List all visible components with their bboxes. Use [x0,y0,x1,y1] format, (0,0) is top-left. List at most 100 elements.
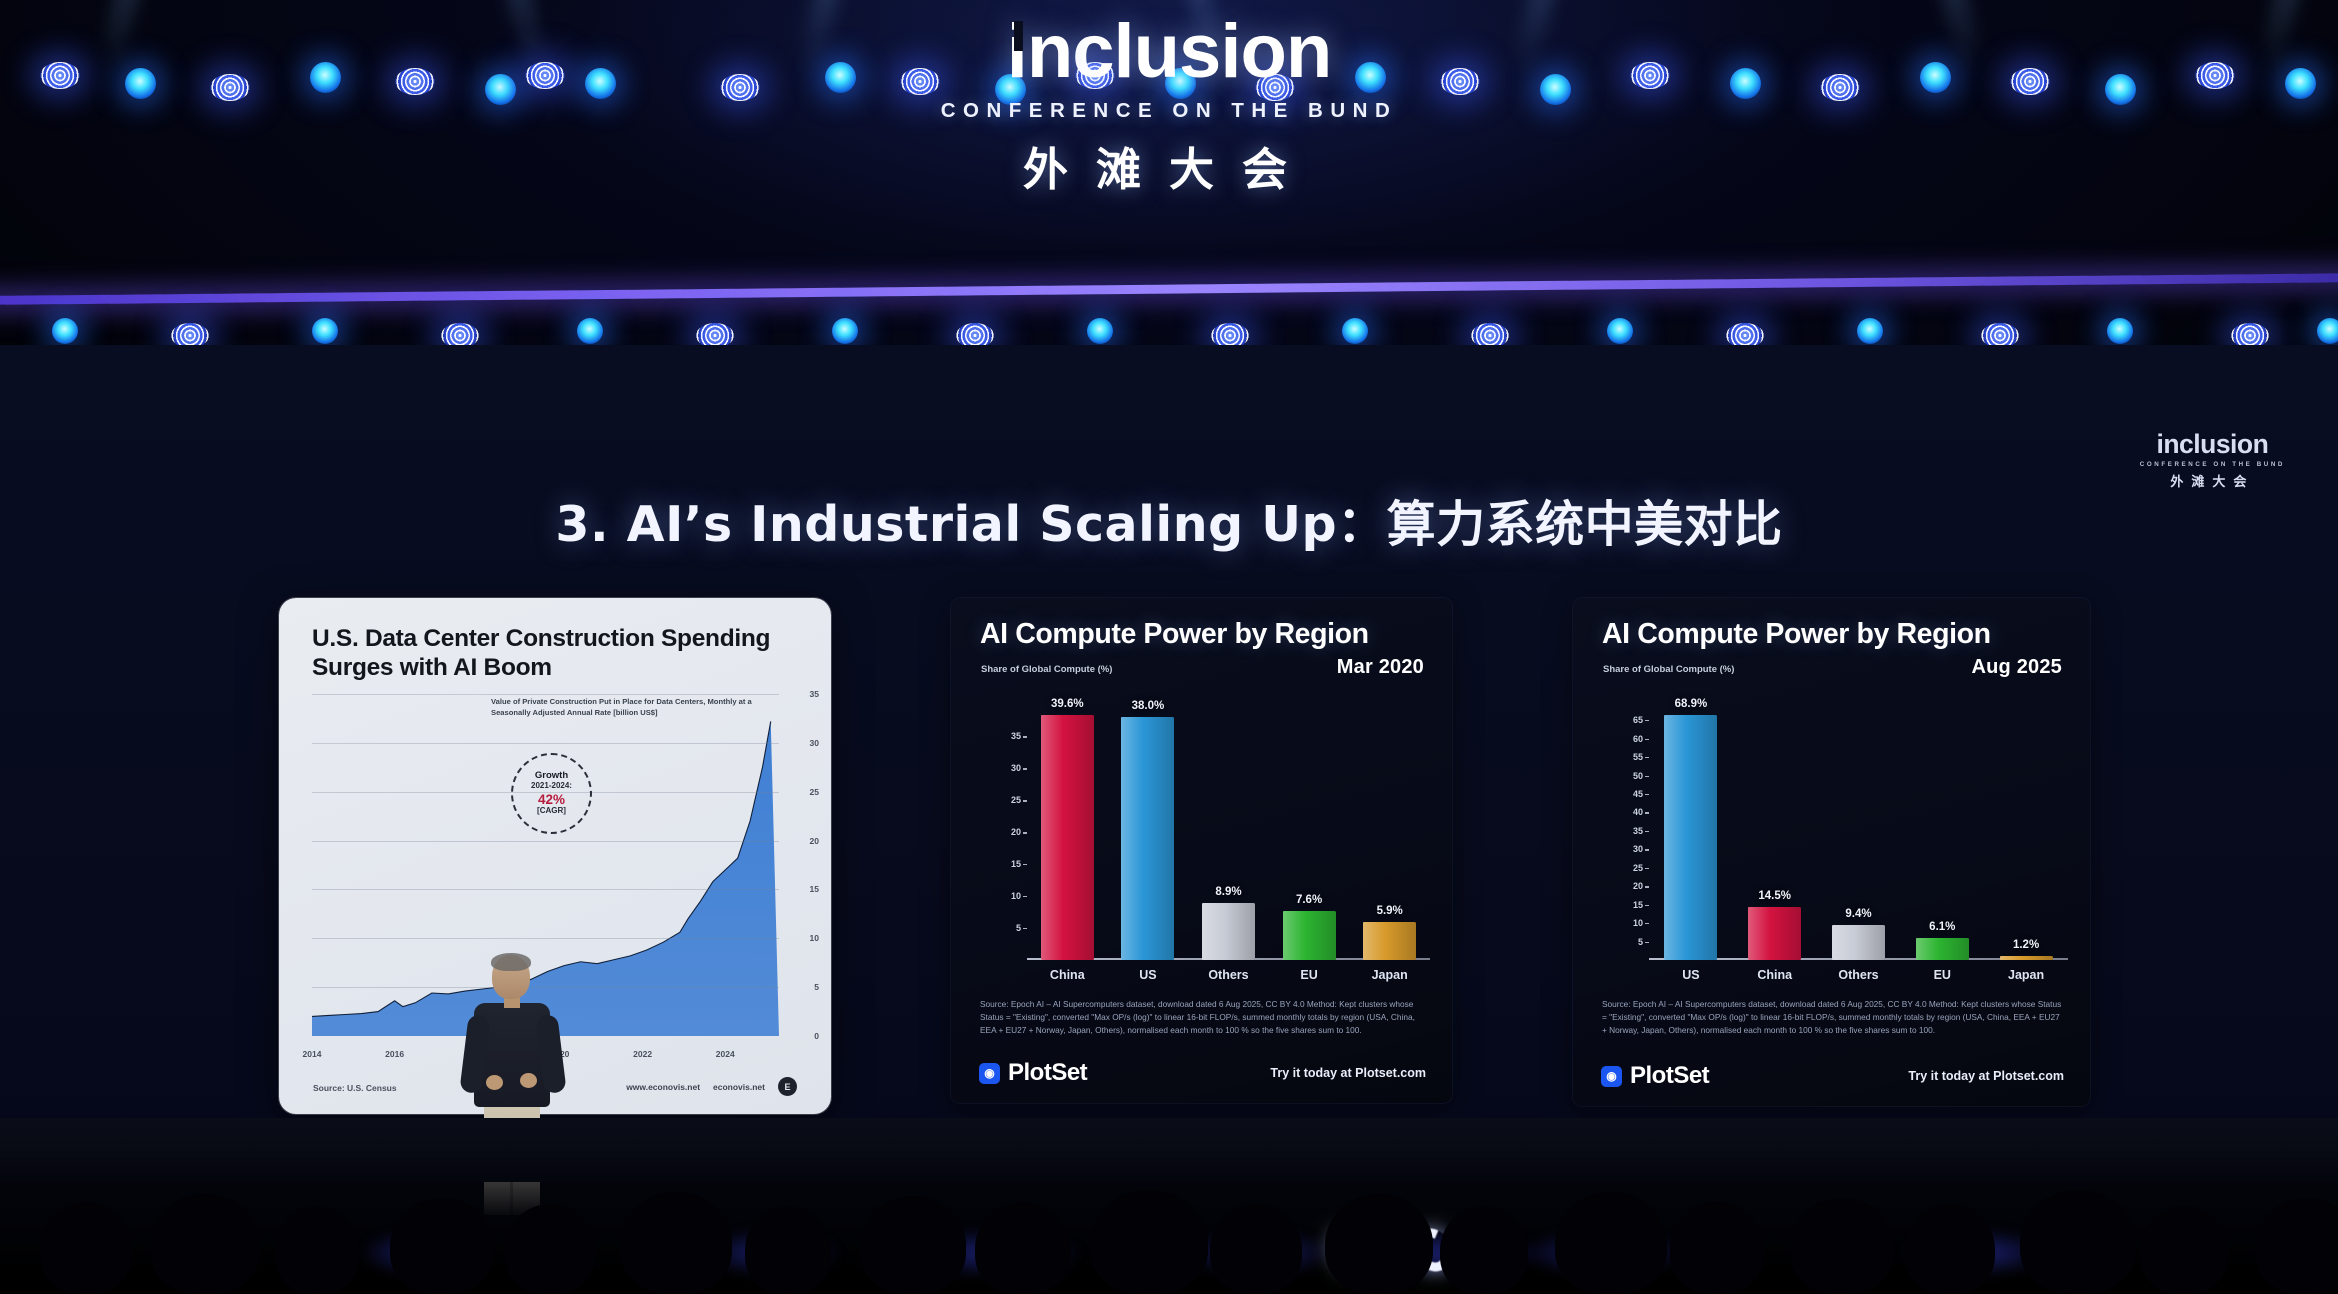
x-axis-label: EU [1933,968,1951,982]
stage-light [2195,62,2235,89]
audience-head [1210,1204,1302,1294]
bar-item: 1.2% [1984,698,2068,961]
x-axis-tick: 2014 [302,1049,322,1059]
y-axis-tick: 5 [814,982,819,993]
y-axis-tick: 35 [1632,825,1650,836]
stage-light [720,74,760,101]
stage-light [441,323,479,348]
corner-logo-subtitle: CONFERENCE ON THE BUND [2139,460,2285,468]
audience-head [505,1204,595,1294]
stage-light [1342,318,1368,344]
stage-light [1354,62,1386,93]
y-axis-tick: 45 [1632,788,1650,799]
bar-item: 7.6% [1269,698,1350,960]
slide-corner-logo: inclusion CONFERENCE ON THE BUND 外滩大会 [2140,431,2285,490]
audience-head [2255,1198,2338,1294]
stage-light [1539,74,1571,105]
speaker-hair [491,953,531,971]
bar [1121,717,1175,960]
plotset-mark-icon: ◉ [1601,1065,1622,1087]
y-axis-tick: 0 [814,1031,819,1041]
bar [1282,911,1336,960]
chart-brand-row: ◉ PlotSet Try it today at Plotset.com [979,1059,1426,1087]
bar-item: 38.0% [1108,698,1189,960]
bar-group: 68.9% 14.5% 9.4% 6.1% 1.2% [1649,698,2068,961]
credit-brand: econovis.net [713,1081,765,1092]
slide-title: 3. AI’s Industrial Scaling Up：算力系统中美对比 [555,496,1783,553]
presentation-screen: inclusion CONFERENCE ON THE BUND 外滩大会 3.… [0,345,2338,1180]
stage-light [2284,68,2316,99]
conference-logo: inclusion CONFERENCE ON THE BUND 外滩大会 [0,14,2338,198]
x-axis-label: US [1682,968,1700,982]
bar [1915,937,1969,960]
chart-panel-mar-2020: AI Compute Power by Region Share of Glob… [951,598,1452,1103]
stage-light [1726,323,1764,348]
stage-light [1919,62,1951,93]
gridline [312,987,779,989]
bar-value-label: 39.6% [1050,698,1084,710]
bar-value-label: 9.4% [1845,908,1872,921]
stage-light [2107,318,2133,344]
y-axis-tick: 15 [809,884,819,895]
y-axis-tick: 20 [1632,881,1650,892]
x-axis-tick: 2022 [633,1049,653,1059]
credit-badge-icon: E [778,1077,797,1096]
bar [1664,715,1718,960]
stage-light [1471,323,1509,348]
stage-light [210,74,250,101]
chart-period-badge: Mar 2020 [1336,656,1424,678]
bar-group: 39.6% 38.0% 8.9% 7.6% 5.9% [1027,698,1430,960]
slide-charts-row: U.S. Data Center Construction Spending S… [0,598,2338,1118]
growth-annotation-badge: Growth 2021-2024: 42% [CAGR] [511,753,592,834]
bar-item: 68.9% [1649,698,1733,960]
y-axis-tick: 15 [1010,859,1028,870]
bar-plot-region: 39.6% 38.0% 8.9% 7.6% 5.9% 5 10 15 20 25 30 35 [1011,698,1430,960]
audience-silhouettes [0,1158,2338,1294]
audience-head [390,1198,494,1294]
stage-light [2104,74,2136,105]
audience-head [275,1206,359,1294]
bar-value-label: 1.2% [2012,938,2040,951]
gridline [312,889,779,891]
x-axis-label: Japan [1371,968,1408,982]
bar [1363,922,1417,960]
stage-light [1164,68,1196,99]
stage-light [832,318,858,344]
bar-item: 9.4% [1817,698,1901,960]
bar-item: 14.5% [1733,698,1817,960]
stage-light [40,62,80,89]
stage-light [2317,318,2338,344]
stage-light [484,74,516,105]
plotset-logo: ◉ PlotSet [979,1059,1088,1087]
chart-title: AI Compute Power by Region [1602,618,1991,650]
audience-head [860,1196,966,1294]
stage-light [824,62,856,93]
stage-light [1820,74,1860,101]
chart-title: U.S. Data Center Construction Spending S… [312,625,771,682]
x-axis-label: China [1757,968,1793,982]
audience-head [150,1194,260,1294]
audience-head [1325,1194,1433,1294]
y-axis-tick: 20 [1010,827,1028,838]
bar-value-label: 68.9% [1674,698,1708,710]
y-axis-tick: 5 [1015,923,1028,934]
y-axis-tick: 15 [1632,899,1650,910]
bar [1748,906,1802,960]
bar-value-label: 6.1% [1929,920,1956,933]
bar-value-label: 14.5% [1758,889,1791,902]
chart-title: AI Compute Power by Region [980,618,1369,650]
bar-value-label: 5.9% [1376,905,1403,918]
audience-head [1440,1206,1528,1294]
corner-logo-wordmark: inclusion [2156,429,2269,459]
plotset-name: PlotSet [1008,1059,1088,1086]
audience-head [620,1192,732,1294]
stage-light [2231,323,2269,348]
y-axis-tick: 30 [809,737,819,748]
bar-value-label: 8.9% [1215,886,1242,899]
speaker-hand-right [520,1073,537,1088]
stage-light [1630,62,1670,89]
growth-period: 2021-2024: [531,780,572,790]
bar [1831,925,1885,960]
y-axis-tick: 40 [1632,807,1650,818]
audience-head [1670,1202,1764,1294]
